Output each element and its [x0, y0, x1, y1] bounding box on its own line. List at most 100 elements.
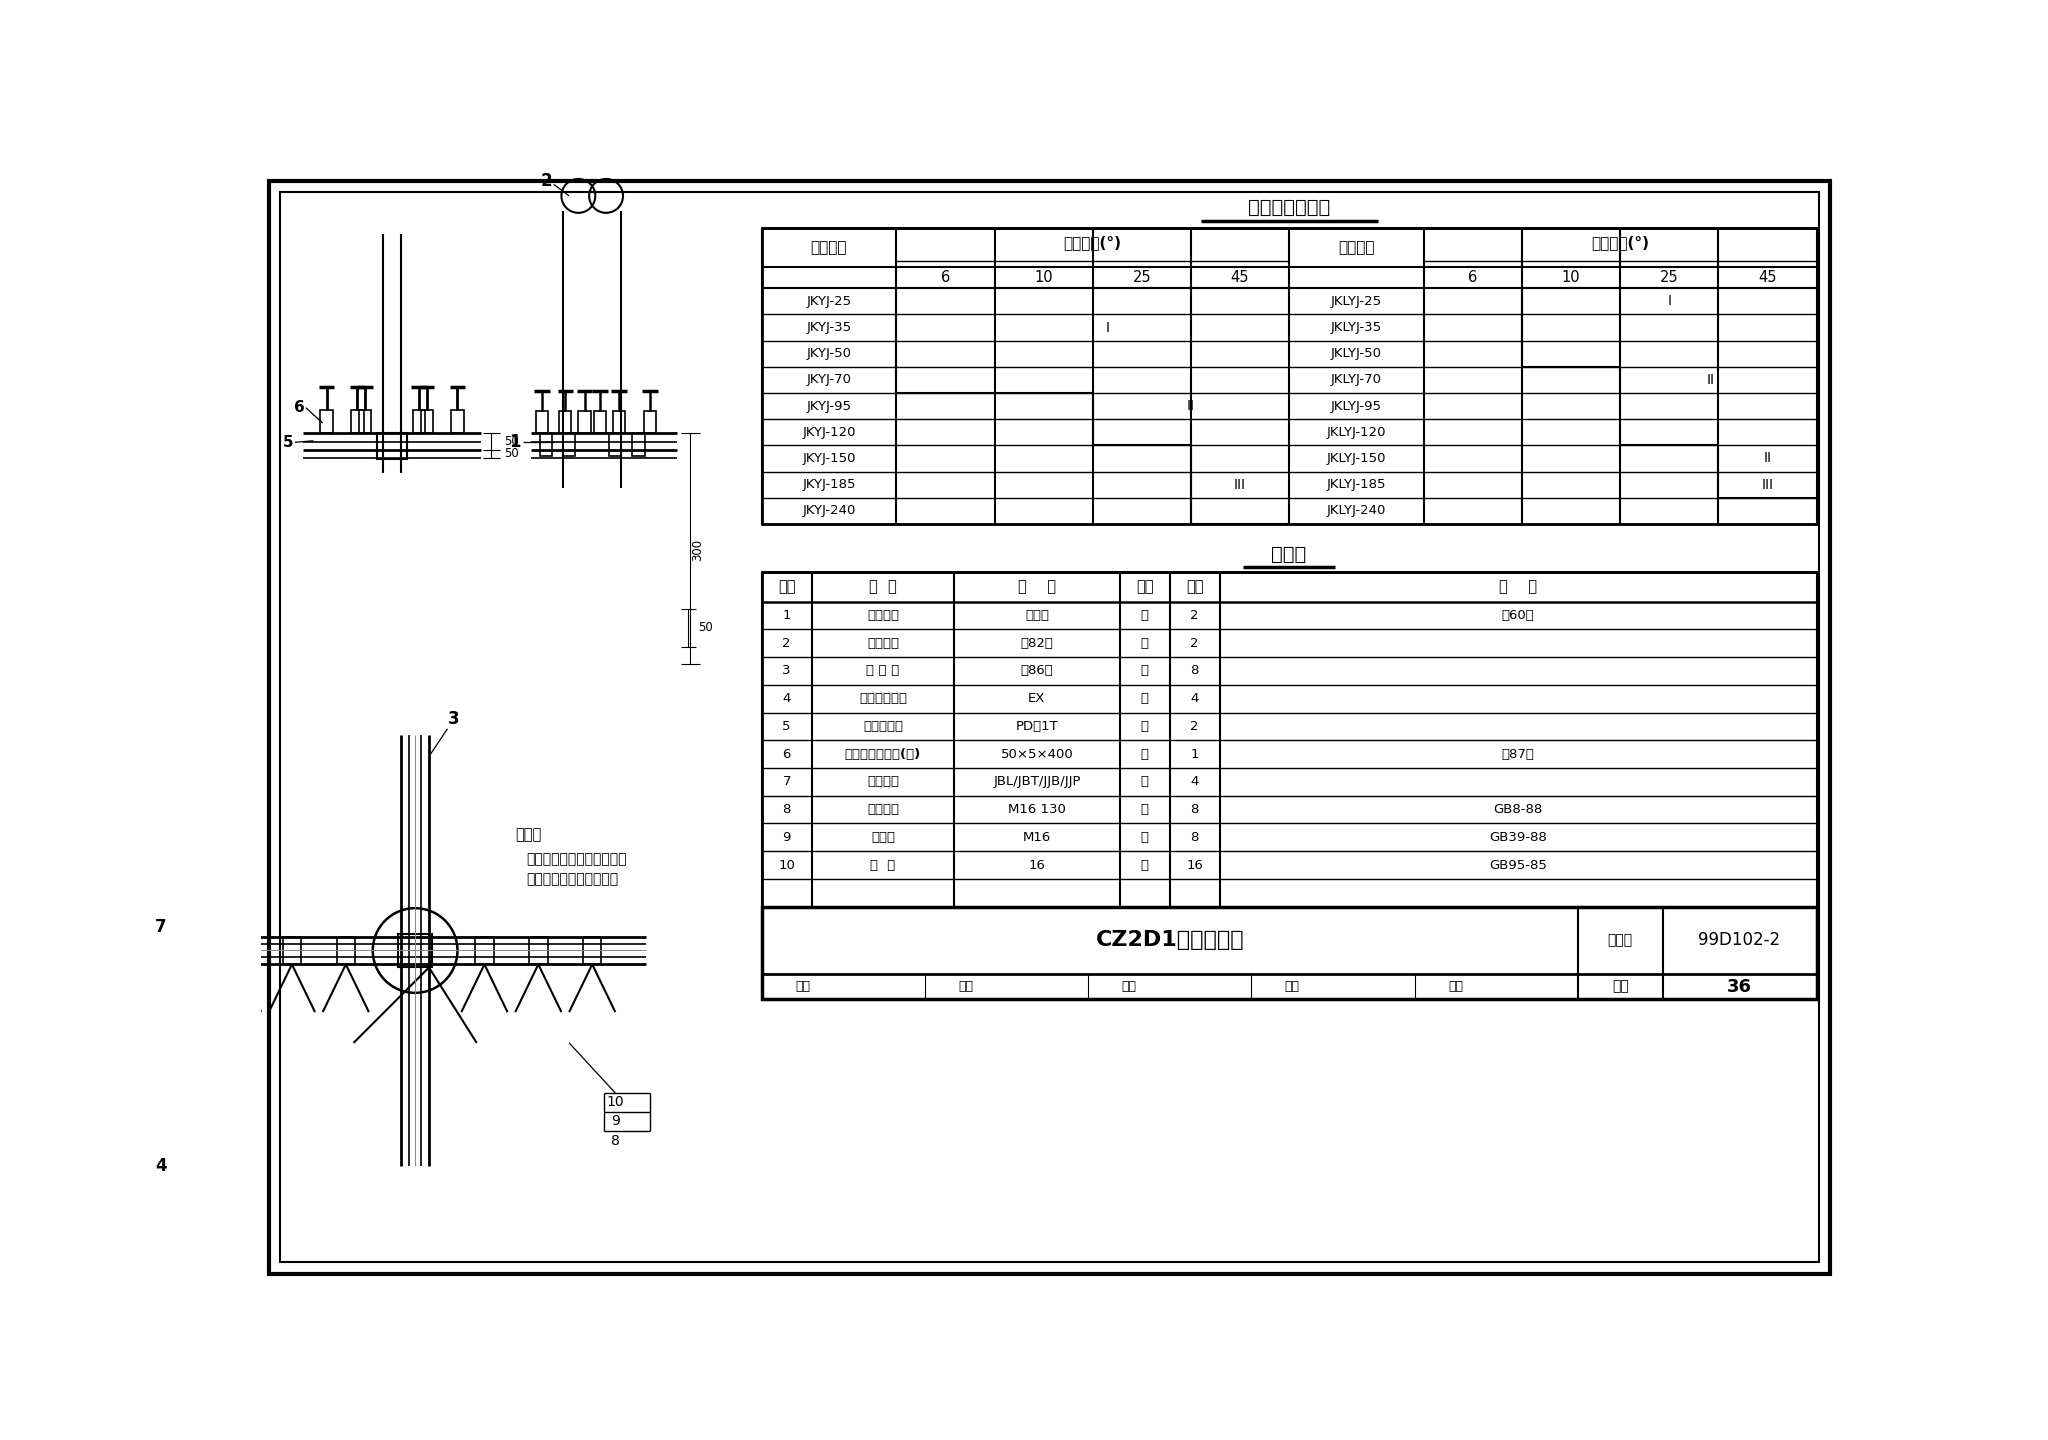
Text: 见82页: 见82页: [1020, 636, 1053, 649]
Text: 8: 8: [1190, 831, 1198, 844]
Text: III: III: [1761, 478, 1774, 491]
Text: 9: 9: [610, 1115, 621, 1129]
Text: 4: 4: [782, 693, 791, 706]
Text: 个: 个: [1141, 858, 1149, 871]
Text: 8: 8: [1190, 664, 1198, 677]
Bar: [559, 412, 571, 433]
Text: 铁 拉 板: 铁 拉 板: [866, 664, 899, 677]
Text: 规    格: 规 格: [1018, 579, 1057, 595]
Text: 2: 2: [541, 171, 551, 190]
Text: 方螺母: 方螺母: [870, 831, 895, 844]
Text: 方头螺栓: 方头螺栓: [866, 804, 899, 816]
Text: 说明：: 说明：: [516, 828, 541, 842]
Text: II: II: [1763, 452, 1772, 465]
Text: II: II: [1706, 373, 1714, 387]
Text: 7: 7: [782, 775, 791, 788]
Text: EX: EX: [1028, 693, 1047, 706]
Text: 数量: 数量: [1186, 579, 1204, 595]
Text: 2: 2: [782, 636, 791, 649]
Text: 导线规格: 导线规格: [811, 240, 848, 255]
Text: 16: 16: [1186, 858, 1202, 871]
Text: GB39-88: GB39-88: [1489, 831, 1546, 844]
Bar: [762, 228, 1817, 524]
Bar: [584, 936, 602, 965]
Text: 6: 6: [295, 400, 305, 415]
Text: 见87页: 见87页: [1501, 747, 1534, 760]
Text: 明细表: 明细表: [1272, 546, 1307, 564]
Text: 3: 3: [782, 664, 791, 677]
Text: 10: 10: [1034, 271, 1053, 285]
Text: JKYJ-185: JKYJ-185: [803, 478, 856, 491]
Text: 36: 36: [1726, 978, 1751, 995]
Text: 6: 6: [782, 747, 791, 760]
Text: 50: 50: [698, 622, 713, 635]
Text: PD－1T: PD－1T: [1016, 720, 1059, 733]
Text: JKYJ-70: JKYJ-70: [807, 373, 852, 386]
Text: 线路转角(°): 线路转角(°): [1591, 235, 1649, 251]
Text: 8: 8: [782, 804, 791, 816]
Text: 10: 10: [606, 1096, 625, 1109]
Text: 4: 4: [1190, 775, 1198, 788]
Text: 导线规格: 导线规格: [1337, 240, 1374, 255]
Text: 7: 7: [156, 919, 166, 936]
Text: GB8-88: GB8-88: [1493, 804, 1542, 816]
Text: 45: 45: [1231, 271, 1249, 285]
Text: JKYJ-35: JKYJ-35: [807, 321, 852, 334]
Text: JKYJ-240: JKYJ-240: [803, 504, 856, 517]
Bar: [377, 433, 408, 459]
Text: 图集号: 图集号: [1608, 933, 1632, 948]
Text: 5: 5: [782, 720, 791, 733]
Text: 块: 块: [1141, 664, 1149, 677]
Text: JKLYJ-35: JKLYJ-35: [1331, 321, 1382, 334]
Bar: [633, 433, 645, 456]
Bar: [358, 410, 371, 433]
Bar: [578, 412, 590, 433]
Bar: [336, 936, 354, 965]
Text: 名  称: 名 称: [868, 579, 897, 595]
Text: 9: 9: [782, 831, 791, 844]
Text: 单位: 单位: [1137, 579, 1153, 595]
Text: 页号: 页号: [1612, 979, 1628, 994]
Text: JKLYJ-185: JKLYJ-185: [1327, 478, 1386, 491]
Text: 铁拉板根据槽钢规格不同可: 铁拉板根据槽钢规格不同可: [526, 852, 627, 867]
Bar: [541, 433, 553, 456]
Text: 25: 25: [1661, 271, 1679, 285]
Text: 序号: 序号: [778, 579, 795, 595]
Bar: [537, 412, 549, 433]
Text: 6: 6: [1468, 271, 1477, 285]
Bar: [229, 936, 248, 965]
Text: JKLYJ-50: JKLYJ-50: [1331, 347, 1382, 360]
Bar: [414, 410, 426, 433]
Text: JKYJ-25: JKYJ-25: [807, 295, 852, 308]
Bar: [319, 410, 332, 433]
Bar: [762, 907, 1817, 999]
Text: II: II: [1188, 399, 1194, 413]
Bar: [451, 410, 463, 433]
Text: 2: 2: [1190, 636, 1198, 649]
Text: 审核: 审核: [795, 981, 809, 994]
Text: 10: 10: [778, 858, 795, 871]
Text: 1: 1: [510, 433, 520, 451]
Bar: [397, 933, 432, 968]
Text: 1: 1: [782, 609, 791, 622]
Text: 根: 根: [1141, 747, 1149, 760]
Text: JBL/JBT/JJB/JJP: JBL/JBT/JJB/JJP: [993, 775, 1081, 788]
Text: 8: 8: [610, 1135, 621, 1149]
Text: JKYJ-150: JKYJ-150: [803, 452, 856, 465]
Bar: [608, 433, 621, 456]
Text: 天通: 天通: [1448, 981, 1462, 994]
Text: 选择（一）或（二）型。: 选择（一）或（二）型。: [526, 873, 618, 887]
Text: 槽钢横担选择表: 槽钢横担选择表: [1247, 197, 1331, 217]
Text: 个: 个: [1141, 775, 1149, 788]
Text: M16: M16: [1022, 831, 1051, 844]
Text: 个: 个: [1141, 693, 1149, 706]
Text: 设计: 设计: [1122, 981, 1137, 994]
Text: 槽钢横担: 槽钢横担: [866, 609, 899, 622]
Text: GB95-85: GB95-85: [1489, 858, 1546, 871]
Text: JKLYJ-150: JKLYJ-150: [1327, 452, 1386, 465]
Text: JKLYJ-240: JKLYJ-240: [1327, 504, 1386, 517]
Text: 线路转角(°): 线路转角(°): [1063, 235, 1122, 251]
Text: JKYJ-120: JKYJ-120: [803, 426, 856, 439]
Bar: [612, 412, 625, 433]
Text: 并沟线夹: 并沟线夹: [866, 775, 899, 788]
